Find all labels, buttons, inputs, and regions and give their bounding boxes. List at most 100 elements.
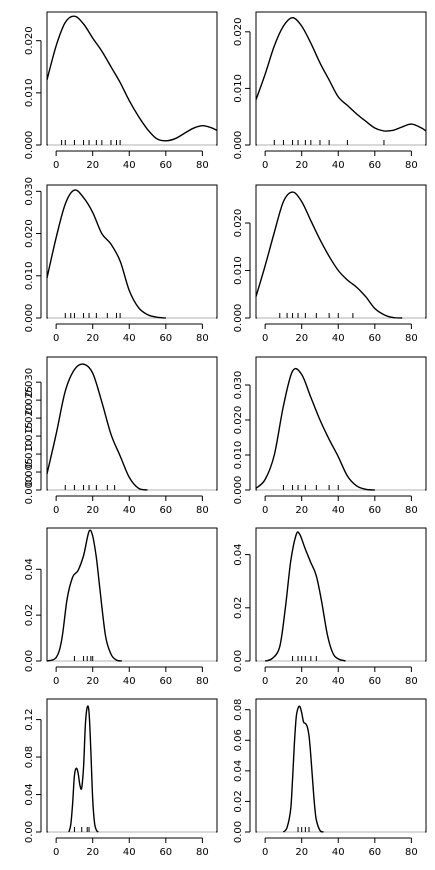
y-tick-label: 0.020 <box>233 406 244 435</box>
x-tick-label: 0 <box>53 847 59 858</box>
x-tick-label: 20 <box>86 676 99 687</box>
x-tick-label: 80 <box>196 505 209 516</box>
y-tick-label: 0.00 <box>233 821 244 843</box>
y-tick-label: 0.020 <box>24 404 35 433</box>
x-tick-label: 0 <box>53 160 59 171</box>
x-tick-label: 20 <box>86 505 99 516</box>
x-tick-label: 0 <box>53 333 59 344</box>
density-curve <box>264 531 346 662</box>
plot-frame <box>255 356 427 491</box>
x-tick-label: 40 <box>123 505 136 516</box>
density-curve <box>46 363 148 491</box>
density-curve <box>255 16 427 132</box>
y-tick-label: 0.02 <box>233 597 244 619</box>
x-tick-label: 80 <box>196 333 209 344</box>
x-tick-label: 60 <box>159 676 172 687</box>
x-tick-label: 20 <box>295 676 308 687</box>
x-tick-label: 20 <box>295 847 308 858</box>
x-tick-label: 40 <box>332 676 345 687</box>
density-panel-row2-col2: 0 20 40 60 80 0.000 0.010 0.020 <box>233 184 427 344</box>
y-tick-label: 0.12 <box>24 708 35 730</box>
x-tick-label: 60 <box>159 847 172 858</box>
density-panel-row3-col1: 0 20 40 60 80 0.0000.0050.0100.0150.0200.0250… <box>24 356 218 516</box>
x-tick-label: 60 <box>368 160 381 171</box>
y-tick-label: 0.020 <box>233 17 244 46</box>
x-tick-label: 0 <box>262 847 268 858</box>
x-tick-label: 0 <box>262 676 268 687</box>
y-tick-label: 0.04 <box>233 543 244 565</box>
x-tick-label: 40 <box>123 333 136 344</box>
x-tick-label: 80 <box>196 676 209 687</box>
x-tick-label: 40 <box>332 160 345 171</box>
y-tick-label: 0.020 <box>24 26 35 55</box>
x-tick-label: 0 <box>53 505 59 516</box>
x-tick-label: 20 <box>295 505 308 516</box>
x-tick-label: 60 <box>159 333 172 344</box>
y-tick-label: 0.010 <box>24 79 35 108</box>
x-tick-label: 40 <box>123 676 136 687</box>
y-tick-label: 0.000 <box>233 131 244 160</box>
y-tick-label: 0.02 <box>233 790 244 812</box>
x-tick-label: 60 <box>368 505 381 516</box>
x-tick-label: 0 <box>262 333 268 344</box>
y-tick-label: 0.08 <box>24 746 35 768</box>
y-tick-label: 0.000 <box>24 476 35 505</box>
y-tick-label: 0.030 <box>233 371 244 400</box>
density-curve <box>46 189 166 319</box>
y-tick-label: 0.020 <box>233 209 244 238</box>
y-tick-label: 0.015 <box>24 422 35 451</box>
y-tick-label: 0.000 <box>24 304 35 333</box>
density-panel-row5-col2: 0 20 40 60 80 0.00 0.02 0.04 0.06 0.08 <box>233 698 427 858</box>
y-tick-label: 0.000 <box>233 476 244 505</box>
density-curve <box>46 529 123 662</box>
density-panel-row5-col1: 0 20 40 60 80 0.00 0.04 0.08 0.12 <box>24 698 218 858</box>
y-tick-label: 0.010 <box>233 256 244 285</box>
x-tick-label: 0 <box>262 505 268 516</box>
x-tick-label: 80 <box>405 676 418 687</box>
y-tick-label: 0.04 <box>233 760 244 782</box>
density-curve <box>46 15 218 142</box>
x-tick-label: 60 <box>368 676 381 687</box>
x-tick-label: 20 <box>86 333 99 344</box>
density-curve <box>282 705 324 833</box>
density-panel-row1-col1: 0 20 40 60 80 0.000 0.010 0.020 <box>24 11 218 171</box>
x-tick-label: 40 <box>332 847 345 858</box>
x-tick-label: 0 <box>262 160 268 171</box>
x-tick-label: 60 <box>368 847 381 858</box>
density-curve <box>255 191 403 319</box>
y-tick-label: 0.04 <box>24 558 35 580</box>
plot-frame <box>255 698 427 833</box>
y-tick-label: 0.025 <box>24 386 35 415</box>
y-tick-label: 0.04 <box>24 783 35 805</box>
y-tick-label: 0.000 <box>233 304 244 333</box>
y-tick-label: 0.010 <box>24 261 35 290</box>
x-tick-label: 80 <box>405 160 418 171</box>
x-tick-label: 40 <box>332 505 345 516</box>
x-tick-label: 80 <box>405 847 418 858</box>
x-tick-label: 20 <box>86 847 99 858</box>
y-tick-label: 0.020 <box>24 219 35 248</box>
y-tick-label: 0.00 <box>233 650 244 672</box>
y-tick-label: 0.00 <box>24 821 35 843</box>
y-tick-label: 0.005 <box>24 458 35 487</box>
density-curve <box>68 705 99 833</box>
x-tick-label: 60 <box>368 333 381 344</box>
plot-frame <box>46 356 218 491</box>
y-tick-label: 0.000 <box>24 131 35 160</box>
x-tick-label: 20 <box>295 160 308 171</box>
y-tick-label: 0.030 <box>24 368 35 397</box>
x-tick-label: 60 <box>159 160 172 171</box>
density-curve <box>255 367 375 491</box>
x-tick-label: 60 <box>159 505 172 516</box>
y-tick-label: 0.00 <box>24 650 35 672</box>
x-tick-label: 20 <box>295 333 308 344</box>
density-panel-row3-col2: 0 20 40 60 80 0.000 0.010 0.020 0.030 <box>233 356 427 516</box>
density-panel-row4-col2: 0 20 40 60 80 0.00 0.02 0.04 <box>233 527 427 687</box>
y-tick-label: 0.010 <box>233 441 244 470</box>
y-tick-label: 0.06 <box>233 729 244 751</box>
density-panel-row4-col1: 0 20 40 60 80 0.00 0.02 0.04 <box>24 527 218 687</box>
y-tick-label: 0.030 <box>24 177 35 206</box>
x-tick-label: 80 <box>405 333 418 344</box>
plot-frame <box>255 11 427 146</box>
